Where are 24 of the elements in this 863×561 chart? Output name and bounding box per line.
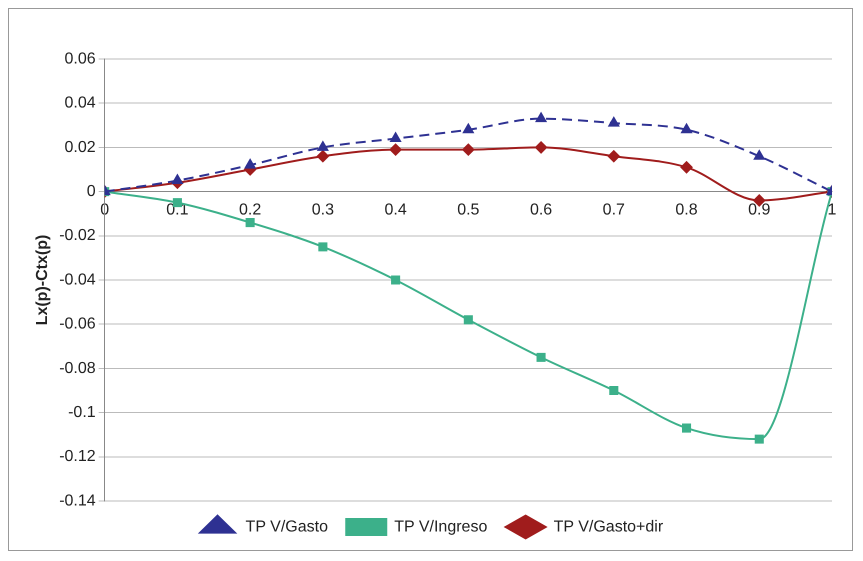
x-tick-label: 1 xyxy=(828,202,837,219)
y-tick-label: 0.06 xyxy=(64,50,96,68)
y-tick-label: 0 xyxy=(86,183,96,200)
legend-label: TP V/Ingreso xyxy=(394,518,488,536)
y-tick-label: -0.1 xyxy=(68,404,96,422)
y-tick-label: 0.02 xyxy=(64,138,96,156)
legend-label: TP V/Gasto+dir xyxy=(554,518,664,536)
y-tick-label: -0.12 xyxy=(59,448,96,466)
y-tick-label: -0.04 xyxy=(59,271,96,288)
x-tick-label: 0.7 xyxy=(602,202,626,219)
x-tick-label: 0.5 xyxy=(457,202,480,219)
y-tick-label: -0.02 xyxy=(59,227,96,244)
legend-label: TP V/Gasto xyxy=(246,518,328,536)
y-tick-label: -0.08 xyxy=(59,360,96,377)
x-tick-label: 0.4 xyxy=(384,202,407,219)
x-tick-label: 0.6 xyxy=(530,202,552,219)
y-axis-title: Lx(p)-Ctx(p) xyxy=(34,234,52,326)
y-tick-label: -0.14 xyxy=(59,492,96,510)
x-tick-label: 0.8 xyxy=(675,202,698,219)
x-tick-label: 0.3 xyxy=(312,202,334,219)
y-tick-label: -0.06 xyxy=(59,316,96,333)
x-tick-label: 0.9 xyxy=(748,202,770,219)
y-tick-label: 0.04 xyxy=(64,94,96,112)
x-tick-label: 0.2 xyxy=(239,202,262,219)
